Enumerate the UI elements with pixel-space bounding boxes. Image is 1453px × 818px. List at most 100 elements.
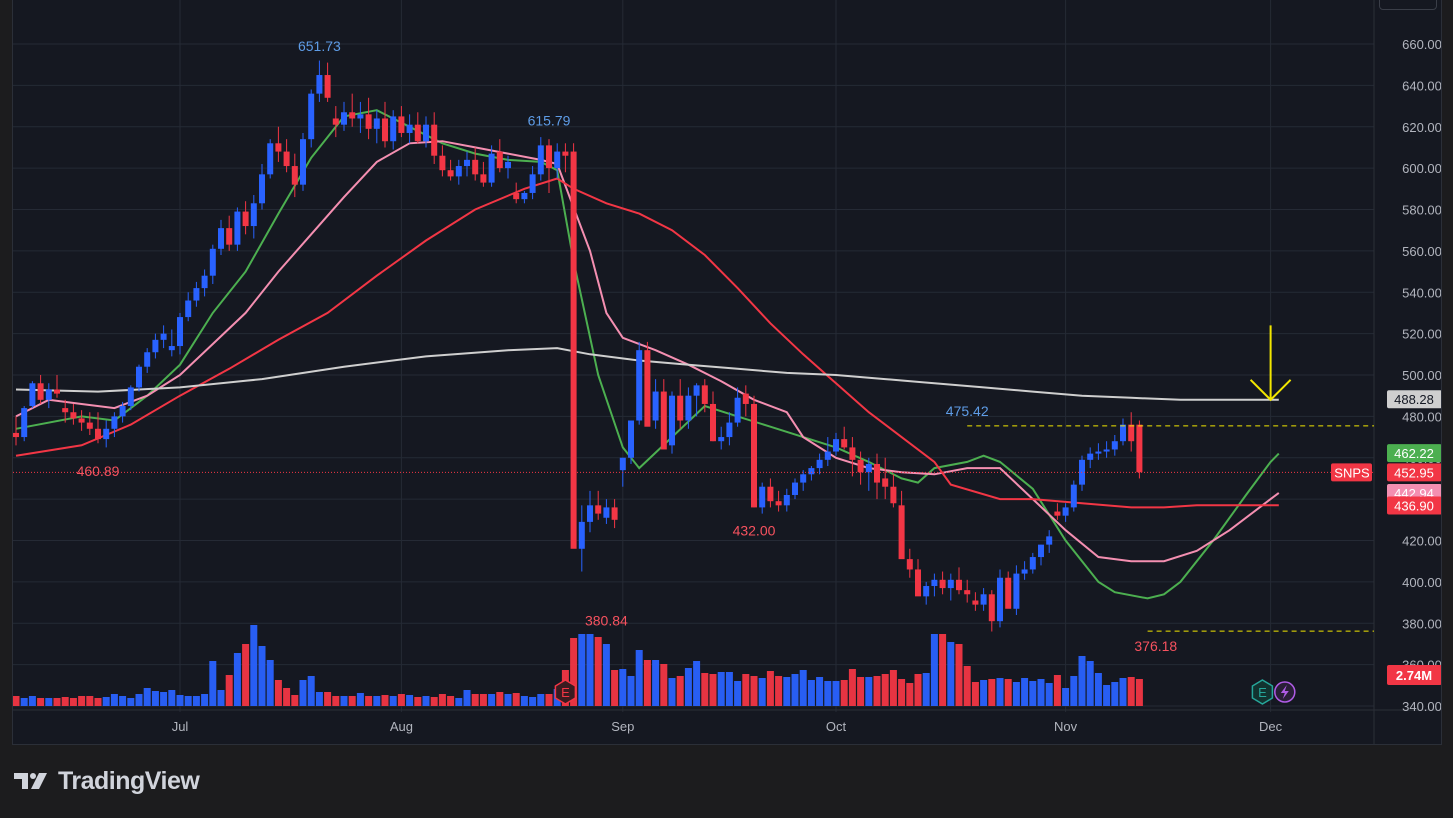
candle-body[interactable] xyxy=(726,422,733,438)
candle-body[interactable] xyxy=(234,211,241,245)
candle-body[interactable] xyxy=(21,408,28,438)
candle-body[interactable] xyxy=(1013,573,1020,609)
candle-body[interactable] xyxy=(119,406,126,417)
candle-body[interactable] xyxy=(890,486,897,504)
candle-body[interactable] xyxy=(710,403,716,442)
candle-body[interactable] xyxy=(824,451,831,460)
candle-body[interactable] xyxy=(718,437,725,442)
candle-body[interactable] xyxy=(1120,424,1126,442)
moving-average-line[interactable] xyxy=(15,347,1279,401)
candle-body[interactable] xyxy=(619,457,626,471)
candle-body[interactable] xyxy=(554,151,561,169)
candle-body[interactable] xyxy=(923,586,930,597)
candle-body[interactable] xyxy=(480,174,487,183)
candle-body[interactable] xyxy=(685,395,692,421)
candle-body[interactable] xyxy=(316,75,323,94)
candle-body[interactable] xyxy=(464,159,470,167)
candle-body[interactable] xyxy=(439,155,446,171)
candle-body[interactable] xyxy=(939,579,946,589)
candle-body[interactable] xyxy=(874,463,880,483)
candle-body[interactable] xyxy=(1103,449,1110,452)
candle-body[interactable] xyxy=(759,486,766,508)
candle-body[interactable] xyxy=(1087,453,1094,460)
candle-body[interactable] xyxy=(734,397,741,423)
candle-body[interactable] xyxy=(414,124,421,142)
candle-body[interactable] xyxy=(865,463,872,473)
candle-body[interactable] xyxy=(997,577,1003,622)
candle-body[interactable] xyxy=(447,170,454,177)
earnings-marker-icon[interactable]: E xyxy=(1251,679,1274,705)
chart-pane[interactable]: 651.73 615.79 460.89 432.00 475.42 376.18 380.… xyxy=(12,0,1442,745)
candle-body[interactable] xyxy=(250,203,257,227)
candle-body[interactable] xyxy=(701,385,708,404)
candle-body[interactable] xyxy=(628,420,634,458)
candle-body[interactable] xyxy=(644,350,651,427)
candle-body[interactable] xyxy=(521,192,528,200)
candle-body[interactable] xyxy=(849,447,856,460)
candle-body[interactable] xyxy=(406,124,413,133)
candle-body[interactable] xyxy=(693,385,700,396)
candle-body[interactable] xyxy=(144,352,151,367)
candle-body[interactable] xyxy=(652,391,659,421)
candle-body[interactable] xyxy=(808,468,815,475)
candle-body[interactable] xyxy=(226,228,233,245)
candle-body[interactable] xyxy=(13,432,19,438)
candle-body[interactable] xyxy=(742,393,749,404)
candle-body[interactable] xyxy=(431,124,438,156)
candle-body[interactable] xyxy=(578,521,585,549)
candle-body[interactable] xyxy=(95,428,101,440)
candle-body[interactable] xyxy=(127,387,134,407)
candle-body[interactable] xyxy=(1070,484,1077,508)
candle-body[interactable] xyxy=(947,579,954,589)
candle-body[interactable] xyxy=(857,459,864,473)
candle-body[interactable] xyxy=(906,559,913,570)
candlestick-chart[interactable]: 651.73 615.79 460.89 432.00 475.42 376.18 380.… xyxy=(13,0,1441,744)
candle-body[interactable] xyxy=(546,145,552,169)
candle-body[interactable] xyxy=(78,418,85,423)
candle-body[interactable] xyxy=(669,395,675,446)
candle-body[interactable] xyxy=(308,93,315,140)
candle-body[interactable] xyxy=(1038,544,1044,558)
candle-body[interactable] xyxy=(1054,511,1061,516)
candle-body[interactable] xyxy=(209,248,216,276)
candle-body[interactable] xyxy=(595,505,602,514)
candle-body[interactable] xyxy=(472,159,479,175)
candle-body[interactable] xyxy=(841,439,848,448)
candle-body[interactable] xyxy=(513,192,520,200)
candle-body[interactable] xyxy=(562,151,569,156)
candle-body[interactable] xyxy=(587,505,593,522)
candle-body[interactable] xyxy=(242,211,249,227)
candle-body[interactable] xyxy=(373,118,380,129)
candle-body[interactable] xyxy=(603,507,610,518)
candle-body[interactable] xyxy=(1095,451,1102,454)
candle-body[interactable] xyxy=(570,151,577,549)
candle-body[interactable] xyxy=(267,143,274,175)
candle-body[interactable] xyxy=(54,389,60,394)
candle-body[interactable] xyxy=(529,174,536,193)
candle-body[interactable] xyxy=(611,507,618,520)
candle-body[interactable] xyxy=(980,594,987,605)
candle-body[interactable] xyxy=(956,579,962,591)
candle-body[interactable] xyxy=(660,391,667,450)
candle-body[interactable] xyxy=(390,116,397,142)
candle-body[interactable] xyxy=(275,143,282,152)
candle-body[interactable] xyxy=(324,75,331,98)
candle-body[interactable] xyxy=(1136,424,1143,473)
candle-body[interactable] xyxy=(1021,569,1028,574)
candle-body[interactable] xyxy=(103,428,110,440)
candle-body[interactable] xyxy=(783,494,790,506)
symbol-tag[interactable] xyxy=(1331,463,1372,482)
candle-body[interactable] xyxy=(37,383,44,400)
candle-body[interactable] xyxy=(332,118,339,125)
candle-body[interactable] xyxy=(1062,507,1069,516)
candle-body[interactable] xyxy=(751,403,757,508)
top-right-toolbar-box[interactable] xyxy=(1379,0,1437,10)
candle-body[interactable] xyxy=(152,339,159,353)
earnings-marker-icon[interactable]: E xyxy=(554,679,577,705)
moving-average-line[interactable] xyxy=(15,177,1279,509)
candle-body[interactable] xyxy=(972,600,979,605)
candle-body[interactable] xyxy=(86,422,93,429)
candle-body[interactable] xyxy=(193,288,200,301)
candle-body[interactable] xyxy=(505,161,511,169)
candle-body[interactable] xyxy=(800,474,807,483)
